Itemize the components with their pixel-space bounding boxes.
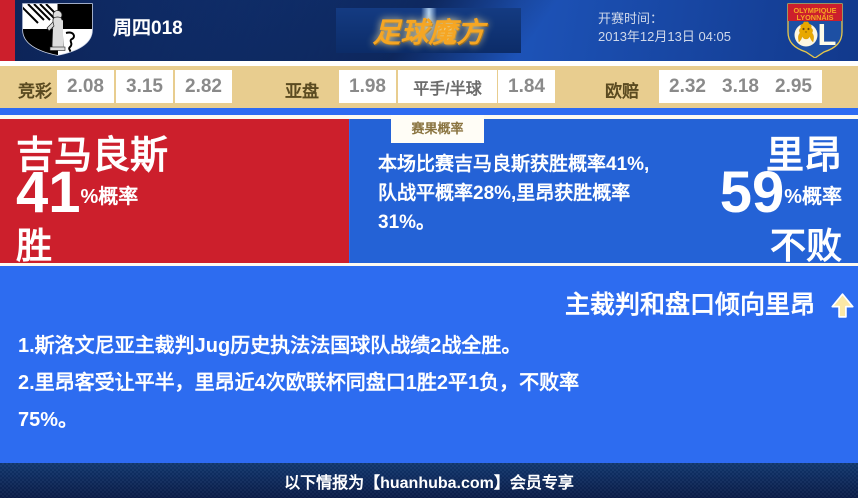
svg-text:L: L [818,17,837,52]
